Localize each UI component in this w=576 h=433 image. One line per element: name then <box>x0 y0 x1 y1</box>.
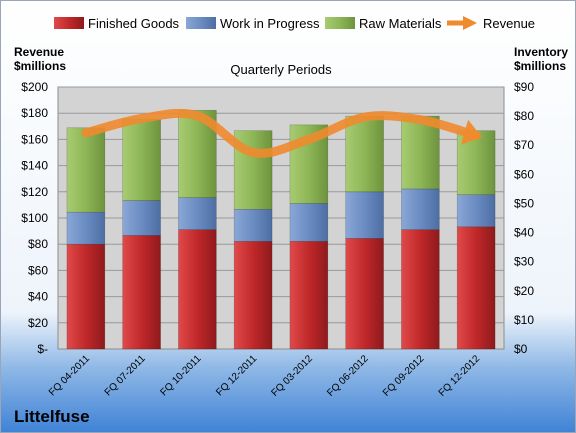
legend-swatch-work-in-progress <box>186 17 216 29</box>
right-tick-label: $90 <box>514 80 534 94</box>
bar-finished-goods <box>345 238 384 350</box>
right-tick-label: $60 <box>514 167 534 181</box>
left-tick-label: $100 <box>21 211 48 225</box>
bar-finished-goods <box>456 226 496 350</box>
right-tick-label: $80 <box>514 109 534 123</box>
chart-title: Quarterly Periods <box>230 62 332 77</box>
bar-raw-materials <box>401 115 440 190</box>
bar-raw-materials <box>122 118 161 201</box>
left-tick-label: $60 <box>28 263 48 277</box>
left-axis-ticks: $- $20 $40 $60 $80 $100 $120 $140 $160 $180 $200 <box>21 80 48 356</box>
bar-finished-goods <box>122 235 161 350</box>
bar-finished-goods <box>233 240 273 350</box>
left-tick-label: $200 <box>21 80 48 94</box>
bar-raw-materials <box>233 130 273 210</box>
right-tick-label: $10 <box>514 313 534 327</box>
bar-work-in-progress <box>178 197 217 230</box>
left-tick-label: $80 <box>28 237 48 251</box>
left-tick-label: $40 <box>28 290 48 304</box>
bar-raw-materials <box>66 127 106 213</box>
legend: Finished Goods Work in Progress Raw Mate… <box>54 16 535 31</box>
left-axis-title-line1: Revenue <box>14 45 64 59</box>
legend-swatch-raw-materials <box>325 17 355 29</box>
bar-work-in-progress <box>401 188 440 230</box>
right-tick-label: $20 <box>514 284 534 298</box>
left-axis-title-line2: $millions <box>14 59 66 73</box>
bar-work-in-progress <box>345 191 384 239</box>
right-axis-title-line2: $millions <box>514 59 566 73</box>
right-tick-label: $70 <box>514 138 534 152</box>
legend-label-finished-goods: Finished Goods <box>88 16 180 31</box>
right-tick-label: $50 <box>514 196 534 210</box>
bar-finished-goods <box>178 229 217 350</box>
left-tick-label: $20 <box>28 316 48 330</box>
bar-finished-goods <box>289 240 329 350</box>
legend-label-raw-materials: Raw Materials <box>359 16 442 31</box>
bar-raw-materials <box>345 115 384 193</box>
revenue-line <box>81 108 481 158</box>
bar-finished-goods <box>66 243 106 350</box>
bar-work-in-progress <box>289 203 329 242</box>
left-tick-label: $120 <box>21 185 48 199</box>
bar-work-in-progress <box>456 194 496 228</box>
left-tick-label: $- <box>37 342 48 356</box>
bar-stacks <box>66 109 496 350</box>
right-tick-label: $30 <box>514 255 534 269</box>
revenue-arrowhead <box>461 119 482 145</box>
revenue-series <box>81 108 482 158</box>
right-tick-label: $40 <box>514 226 534 240</box>
left-tick-label: $140 <box>21 159 48 173</box>
right-tick-label: $0 <box>514 342 528 356</box>
company-name: Littelfuse <box>14 407 90 426</box>
bar-work-in-progress <box>233 208 273 242</box>
legend-label-work-in-progress: Work in Progress <box>220 16 320 31</box>
bar-finished-goods <box>401 229 440 350</box>
right-axis-title-line1: Inventory <box>514 45 568 59</box>
legend-swatch-revenue <box>447 16 477 30</box>
left-tick-label: $180 <box>21 106 48 120</box>
bar-work-in-progress <box>66 211 106 245</box>
bar-work-in-progress <box>122 200 161 236</box>
left-tick-label: $160 <box>21 132 48 146</box>
legend-swatch-finished-goods <box>54 17 84 29</box>
right-axis-ticks: $0 $10 $20 $30 $40 $50 $60 $70 $80 $90 <box>514 80 534 356</box>
legend-label-revenue: Revenue <box>483 16 535 31</box>
